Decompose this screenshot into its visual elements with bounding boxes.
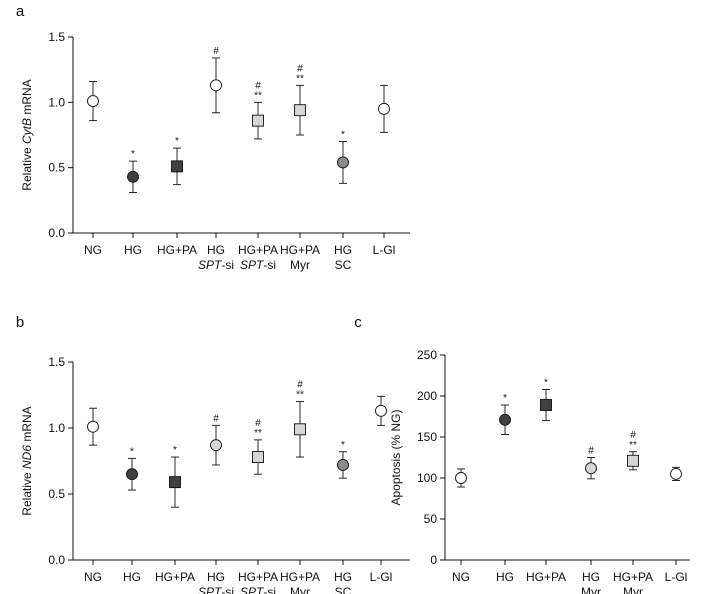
- x-category-label: HG: [124, 243, 142, 257]
- x-category-label: HG+PA: [238, 570, 278, 584]
- x-category-label: HG+PA: [155, 570, 195, 584]
- significance-mark: *: [341, 130, 345, 141]
- significance-mark: **: [254, 90, 262, 101]
- x-category-sublabel: Myr: [290, 585, 310, 594]
- x-category-label: HG+PA: [280, 243, 320, 257]
- data-point: [294, 423, 306, 436]
- data-point: [87, 420, 99, 433]
- data-point: [337, 156, 349, 169]
- significance-mark: #: [297, 63, 303, 74]
- significance-mark: *: [175, 136, 179, 147]
- data-point: [378, 102, 390, 115]
- x-category-label: NG: [452, 570, 470, 584]
- data-point: [585, 462, 597, 475]
- x-category-sublabel: SPT-si: [240, 258, 276, 272]
- panel-letter: c: [354, 314, 362, 331]
- significance-mark: *: [173, 445, 177, 456]
- significance-mark: #: [213, 46, 219, 57]
- x-category-sublabel: SC: [335, 258, 352, 272]
- y-axis-label: Apoptosis (% NG): [389, 409, 403, 505]
- y-tick-label: 1.5: [48, 30, 65, 44]
- x-category-sublabel: Myr: [581, 585, 601, 594]
- significance-mark: *: [131, 149, 135, 160]
- significance-mark: *: [130, 446, 134, 457]
- y-axis-label: Relative ND6 mRNA: [20, 406, 34, 515]
- x-category-label: HG: [207, 243, 225, 257]
- x-category-label: HG: [496, 570, 514, 584]
- x-category-label: HG: [334, 570, 352, 584]
- panel-a: a 0.0 0.5 1.0 1.5 Relative CytB mRNA NG HG HG+PA…: [16, 3, 410, 272]
- data-point: [210, 439, 222, 452]
- significance-mark: **: [296, 390, 304, 401]
- x-category-sublabel: Myr: [623, 585, 643, 594]
- x-category-label: HG: [207, 570, 225, 584]
- data-point: [337, 459, 349, 471]
- data-point: [455, 472, 467, 484]
- y-tick-label: 0: [430, 553, 437, 567]
- data-point: [252, 114, 264, 127]
- data-point: [126, 468, 138, 481]
- data-point: [627, 454, 639, 467]
- y-tick-label: 1.0: [48, 95, 65, 109]
- y-tick-label: 1.0: [48, 421, 65, 435]
- x-category-label: HG: [334, 243, 352, 257]
- x-category-sublabel: SPT-si: [240, 585, 276, 594]
- significance-mark: *: [341, 440, 345, 451]
- significance-mark: #: [630, 430, 636, 441]
- y-tick-label: 0.0: [48, 226, 65, 240]
- data-point: [169, 476, 181, 489]
- x-category-label: HG+PA: [238, 243, 278, 257]
- x-category-label: HG: [123, 570, 141, 584]
- x-category-label: L-Gl: [665, 570, 688, 584]
- x-category-label: L-Gl: [373, 243, 396, 257]
- x-category-label: HG+PA: [157, 243, 197, 257]
- y-tick-label: 200: [417, 389, 437, 403]
- y-tick-label: 50: [424, 512, 438, 526]
- x-category-sublabel: SPT-si: [198, 585, 234, 594]
- y-tick-label: 0.0: [48, 553, 65, 567]
- y-tick-label: 0.5: [48, 487, 65, 501]
- significance-mark: **: [629, 440, 637, 451]
- x-category-sublabel: SPT-si: [198, 258, 234, 272]
- significance-mark: *: [503, 393, 507, 404]
- data-point: [210, 79, 222, 92]
- significance-mark: #: [297, 380, 303, 391]
- y-tick-label: 1.5: [48, 355, 65, 369]
- significance-mark: #: [255, 80, 261, 91]
- data-point: [171, 160, 183, 173]
- data-point: [540, 399, 552, 411]
- significance-mark: #: [588, 446, 594, 457]
- x-category-label: HG+PA: [526, 570, 566, 584]
- data-point: [499, 413, 511, 426]
- significance-mark: #: [213, 413, 219, 424]
- panel-letter: b: [16, 314, 24, 331]
- data-point: [87, 95, 99, 107]
- x-category-sublabel: Myr: [290, 258, 310, 272]
- y-axis-label: Relative CytB mRNA: [20, 79, 34, 190]
- y-tick-label: 0.5: [48, 161, 65, 175]
- y-tick-label: 150: [417, 430, 437, 444]
- x-category-label: L-Gl: [370, 570, 393, 584]
- panel-c: c 0 50 100 150 200 250 Apoptosis (% NG) NG HG HG+P…: [354, 314, 690, 594]
- panel-letter: a: [16, 3, 25, 20]
- data-point: [375, 404, 387, 417]
- data-point: [252, 451, 264, 463]
- data-point: [127, 170, 139, 183]
- data-point: [670, 467, 682, 480]
- significance-mark: #: [255, 418, 261, 429]
- x-category-label: NG: [84, 570, 102, 584]
- significance-mark: **: [296, 73, 304, 84]
- x-category-label: HG+PA: [280, 570, 320, 584]
- significance-mark: *: [544, 377, 548, 388]
- y-tick-label: 250: [417, 348, 437, 362]
- significance-mark: **: [254, 428, 262, 439]
- x-category-label: HG: [582, 570, 600, 584]
- x-category-label: HG+PA: [613, 570, 653, 584]
- data-point: [294, 104, 306, 117]
- y-tick-label: 100: [417, 471, 437, 485]
- x-category-label: NG: [84, 243, 102, 257]
- x-category-sublabel: SC: [335, 585, 352, 594]
